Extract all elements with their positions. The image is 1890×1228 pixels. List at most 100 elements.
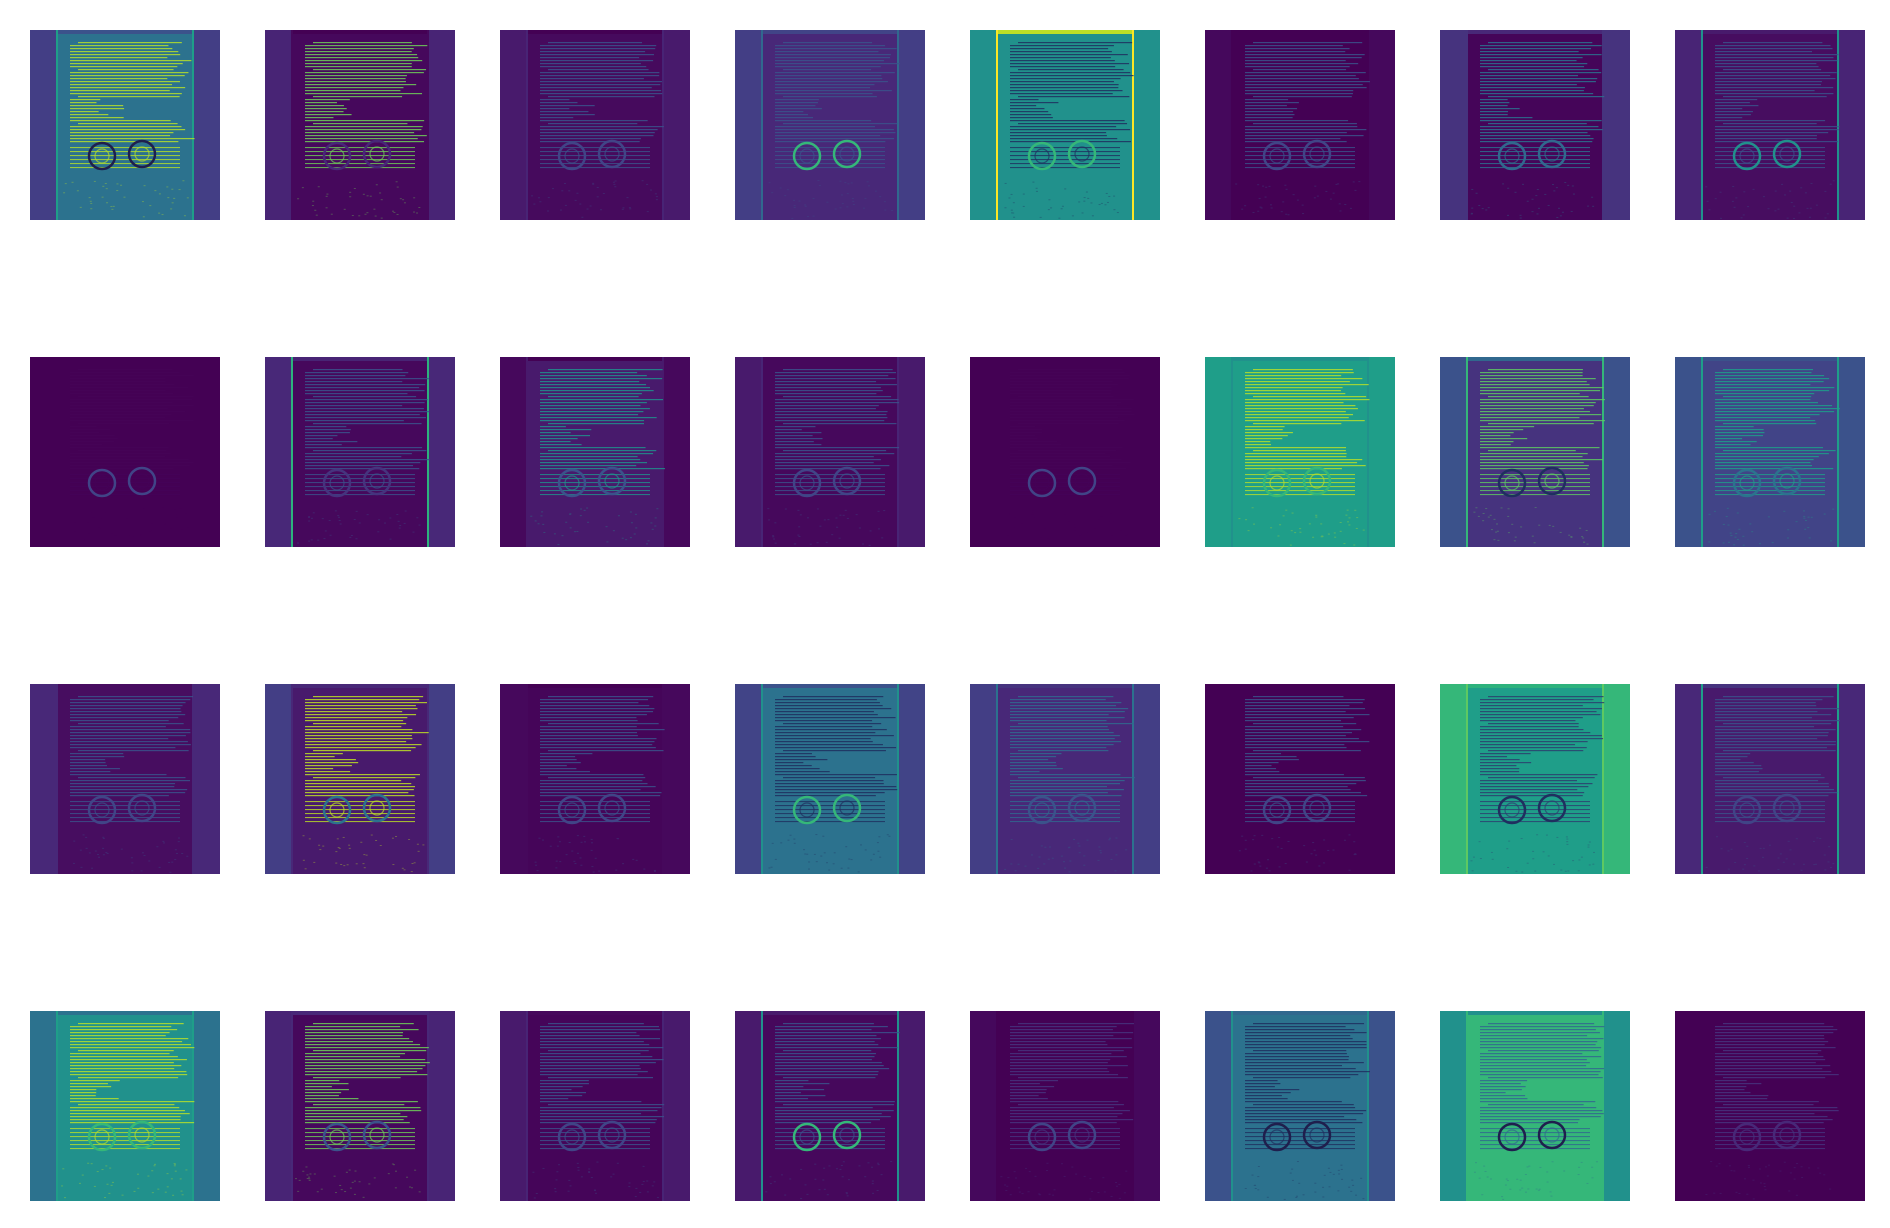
seal-mark [1732,1122,1762,1152]
page-edge-left [1701,357,1703,547]
seal-mark [362,1120,392,1150]
seal-mark [1497,795,1527,825]
page-edge-left [1231,1011,1233,1201]
texture-noise [1004,837,1128,873]
text-lines [540,369,665,496]
page-edge-left [291,357,293,547]
feature-map-image [1440,30,1630,220]
right-margin [1134,357,1160,547]
text-lines [1010,1023,1134,1150]
seal-mark [1537,793,1567,823]
seal-mark [87,141,117,171]
page-edge-right [1367,1011,1369,1201]
text-lines [70,696,194,823]
page-edge-right [662,1011,664,1201]
page-edge-right [662,30,664,220]
left-margin [735,684,761,874]
texture-noise [72,834,189,873]
text-lines [775,369,900,496]
seal-mark [1302,1120,1332,1150]
seal-mark [832,139,862,169]
right-margin [429,1011,455,1201]
right-margin [1604,684,1630,874]
texture-noise [61,1162,188,1199]
right-margin [664,1011,690,1201]
right-margin [899,30,925,220]
feature-map-tile [265,357,455,547]
right-margin [194,30,220,220]
texture-noise [1007,509,1130,543]
page-edge-left [1701,684,1703,874]
seal-mark [792,141,822,171]
page-edge-left [291,1011,293,1201]
text-lines [1715,1023,1839,1150]
feature-map-tile [1675,684,1865,874]
left-margin [265,30,291,220]
text-lines [540,42,664,169]
seal-mark [322,795,352,825]
left-margin [30,30,56,220]
seal-mark [1497,141,1527,171]
texture-noise [295,1163,421,1198]
right-margin [1134,30,1160,220]
texture-noise [532,1161,659,1199]
left-margin [1675,357,1701,547]
feature-map-image [265,357,455,547]
left-margin [970,30,996,220]
texture-noise [1705,1161,1832,1200]
seal-mark [362,793,392,823]
text-lines [540,1023,665,1150]
text-lines [305,42,428,169]
left-margin [1205,357,1231,547]
page-edge-right [1367,357,1369,547]
seal-mark [832,466,862,496]
seal-mark [832,793,862,823]
seal-mark [792,795,822,825]
seal-mark [127,466,157,496]
page-edge-left [1231,684,1233,874]
page-edge-right [1367,30,1369,220]
left-margin [30,684,56,874]
seal-mark [1067,466,1097,496]
feature-map-tile [1675,357,1865,547]
seal-mark [362,139,392,169]
feature-map-image [1440,357,1630,547]
feature-map-image [265,30,455,220]
feature-map-image [500,30,690,220]
text-lines [1480,42,1605,169]
text-lines [1480,369,1605,496]
feature-map-image [735,684,925,874]
left-margin [735,30,761,220]
page-edge-left [996,1011,998,1201]
feature-map-image [970,30,1160,220]
page-edge-left [1231,357,1233,547]
text-lines [1010,42,1134,169]
feature-map-image [735,1011,925,1201]
texture-noise [1708,507,1835,546]
page-edge-left [1466,1011,1468,1201]
left-margin [30,1011,56,1201]
page-edge-left [526,30,528,220]
feature-map-tile [1205,30,1395,220]
left-margin [970,684,996,874]
feature-map-tile [970,357,1160,547]
texture-noise [302,834,425,873]
texture-noise [297,510,421,544]
texture-noise [1705,836,1835,872]
feature-map-tile [500,1011,690,1201]
left-margin [1675,30,1701,220]
feature-map-image [1205,684,1395,874]
feature-map-tile [735,30,925,220]
page-edge-left [56,30,58,220]
text-lines [775,696,898,823]
feature-map-tile [265,30,455,220]
page-edge-left [291,684,293,874]
texture-noise [768,834,891,873]
seal-mark [557,795,587,825]
right-margin [664,357,690,547]
texture-noise [297,181,421,219]
text-lines [540,696,665,823]
feature-map-tile [735,684,925,874]
seal-mark [322,1122,352,1152]
page-edge-left [996,30,998,220]
